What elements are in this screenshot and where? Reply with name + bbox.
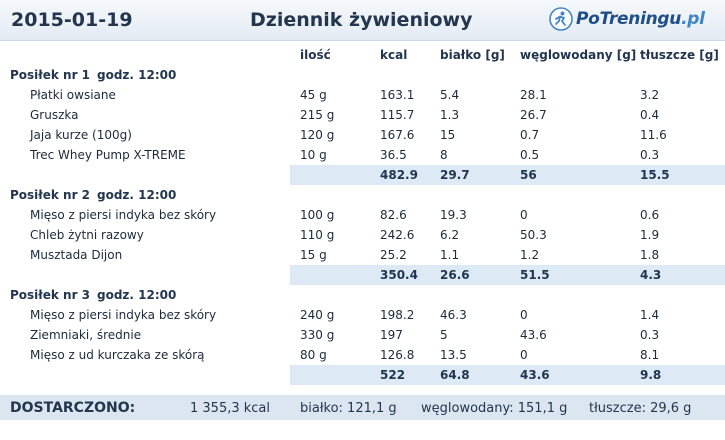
food-qty: 45 g — [300, 88, 327, 102]
food-protein: 1.3 — [440, 108, 460, 122]
food-name: Musztada Dijon — [30, 248, 123, 262]
food-name: Ziemniaki, średnie — [30, 328, 142, 342]
meal-total-row — [290, 165, 725, 185]
food-fat: 1.8 — [640, 248, 660, 262]
food-qty: 10 g — [300, 148, 327, 162]
total-protein: 64.8 — [440, 368, 470, 382]
food-fat: 1.4 — [640, 308, 660, 322]
logo-text: PoTreningu.pl — [576, 9, 705, 29]
food-carbs: 0.7 — [520, 128, 540, 142]
meal-name: Posiłek nr 1 — [10, 68, 91, 82]
food-carbs: 0 — [520, 208, 528, 222]
food-kcal: 25.2 — [380, 248, 407, 262]
col-carbs-header: węglowodany [g] — [520, 48, 637, 62]
col-kcal-header: kcal — [380, 48, 408, 62]
food-protein: 5 — [440, 328, 448, 342]
summary-label: DOSTARCZONO: — [10, 400, 136, 416]
food-carbs: 28.1 — [520, 88, 547, 102]
food-qty: 215 g — [300, 108, 335, 122]
food-fat: 0.3 — [640, 148, 660, 162]
food-fat: 1.9 — [640, 228, 660, 242]
food-kcal: 197 — [380, 328, 403, 342]
food-carbs: 0 — [520, 348, 528, 362]
food-kcal: 242.6 — [380, 228, 415, 242]
food-fat: 11.6 — [640, 128, 667, 142]
food-fat: 0.4 — [640, 108, 660, 122]
food-kcal: 167.6 — [380, 128, 415, 142]
total-fat: 4.3 — [640, 268, 662, 282]
summary-carbs: węglowodany: 151,1 g — [421, 401, 568, 416]
food-qty: 330 g — [300, 328, 335, 342]
food-name: Trec Whey Pump X-TREME — [30, 148, 186, 162]
total-carbs: 51.5 — [520, 268, 550, 282]
food-protein: 6.2 — [440, 228, 460, 242]
diary-date: 2015-01-19 — [11, 9, 133, 31]
food-fat: 8.1 — [640, 348, 660, 362]
food-protein: 19.3 — [440, 208, 467, 222]
food-carbs: 0.5 — [520, 148, 540, 162]
food-name: Płatki owsiane — [30, 88, 116, 102]
food-name: Mięso z piersi indyka bez skóry — [30, 208, 217, 222]
meal-time: godz. 12:00 — [97, 288, 177, 302]
total-carbs: 43.6 — [520, 368, 550, 382]
total-fat: 15.5 — [640, 168, 670, 182]
food-name: Chleb żytni razowy — [30, 228, 144, 242]
summary-fat: tłuszcze: 29,6 g — [589, 401, 692, 416]
food-qty: 120 g — [300, 128, 335, 142]
meal-time: godz. 12:00 — [97, 188, 177, 202]
site-logo[interactable]: PoTreningu.pl — [549, 6, 705, 32]
food-qty: 15 g — [300, 248, 327, 262]
meal-time: godz. 12:00 — [97, 68, 177, 82]
food-protein: 15 — [440, 128, 456, 142]
total-fat: 9.8 — [640, 368, 662, 382]
page-title: Dziennik żywieniowy — [250, 9, 473, 31]
food-carbs: 0 — [520, 308, 528, 322]
food-kcal: 163.1 — [380, 88, 415, 102]
header-bar: 2015-01-19 Dziennik żywieniowy PoTrening… — [0, 0, 725, 41]
food-fat: 0.3 — [640, 328, 660, 342]
total-kcal: 482.9 — [380, 168, 418, 182]
runner-logo-icon — [549, 7, 573, 31]
food-fat: 0.6 — [640, 208, 660, 222]
food-carbs: 50.3 — [520, 228, 547, 242]
total-protein: 26.6 — [440, 268, 470, 282]
meal-total-row — [290, 365, 725, 385]
food-protein: 8 — [440, 148, 448, 162]
total-kcal: 522 — [380, 368, 406, 382]
total-carbs: 56 — [520, 168, 537, 182]
food-protein: 13.5 — [440, 348, 467, 362]
food-protein: 1.1 — [440, 248, 460, 262]
food-kcal: 36.5 — [380, 148, 407, 162]
meal-name: Posiłek nr 2 — [10, 188, 91, 202]
food-carbs: 26.7 — [520, 108, 547, 122]
food-fat: 3.2 — [640, 88, 660, 102]
col-protein-header: białko [g] — [440, 48, 505, 62]
food-name: Gruszka — [30, 108, 79, 122]
food-protein: 46.3 — [440, 308, 467, 322]
food-qty: 240 g — [300, 308, 335, 322]
food-protein: 5.4 — [440, 88, 460, 102]
col-qty-header: ilość — [300, 48, 331, 62]
food-kcal: 82.6 — [380, 208, 407, 222]
food-carbs: 43.6 — [520, 328, 547, 342]
food-qty: 100 g — [300, 208, 335, 222]
summary-kcal: 1 355,3 kcal — [190, 401, 271, 416]
total-protein: 29.7 — [440, 168, 470, 182]
food-name: Jaja kurze (100g) — [30, 128, 132, 142]
total-kcal: 350.4 — [380, 268, 418, 282]
food-kcal: 126.8 — [380, 348, 415, 362]
summary-bar: DOSTARCZONO: 1 355,3 kcal białko: 121,1 … — [0, 395, 725, 420]
food-qty: 80 g — [300, 348, 327, 362]
food-kcal: 115.7 — [380, 108, 415, 122]
meal-total-row — [290, 265, 725, 285]
meal-name: Posiłek nr 3 — [10, 288, 91, 302]
summary-protein: białko: 121,1 g — [300, 401, 397, 416]
food-name: Mięso z piersi indyka bez skóry — [30, 308, 217, 322]
food-qty: 110 g — [300, 228, 335, 242]
col-fat-header: tłuszcze [g] — [640, 48, 719, 62]
food-kcal: 198.2 — [380, 308, 415, 322]
food-carbs: 1.2 — [520, 248, 540, 262]
food-name: Mięso z ud kurczaka ze skórą — [30, 348, 205, 362]
